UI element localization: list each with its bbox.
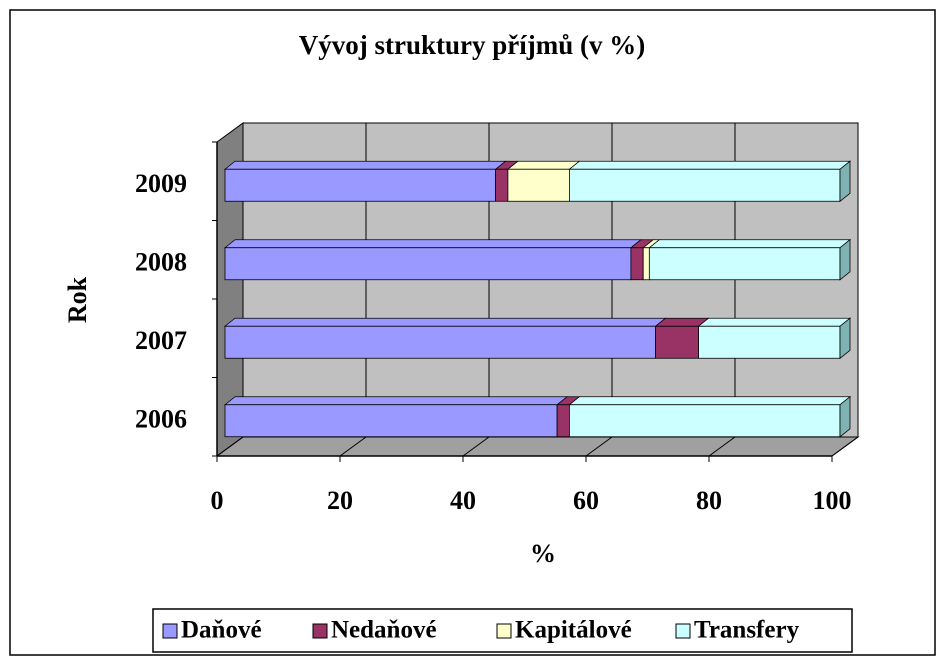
bar [569,404,841,438]
bar-top [223,160,507,170]
bar [224,247,632,281]
x-tick-label: 80 [696,486,722,515]
grid-line [585,436,613,457]
grid-line [216,436,244,457]
bar-side [839,395,851,438]
bar [630,247,644,281]
y-tick-label: 2009 [135,169,187,198]
bar-top [223,239,643,249]
legend-swatch [162,623,178,639]
grid-line [339,436,367,457]
x-axis-label: % [530,539,556,568]
legend-swatch [312,623,328,639]
bar [642,247,650,281]
bar-side [839,317,851,360]
bar [569,168,841,202]
legend-label: Nedaňové [331,617,437,644]
bar [556,404,570,438]
legend-swatch [496,623,512,639]
bar [648,247,841,281]
legend-label: Kapitálové [515,617,632,644]
y-tick-label: 2008 [135,248,187,277]
bar-side [839,238,851,281]
x-tick-label: 40 [450,486,476,515]
grid-line [708,436,736,457]
bar [224,404,558,438]
bar [224,325,656,359]
bar-top [506,160,581,170]
bar [655,325,699,359]
bar [224,168,497,202]
legend-label: Daňové [181,617,262,644]
bar-top [223,396,569,406]
x-tick-label: 0 [211,486,224,515]
x-tick-label: 60 [573,486,599,515]
bar [698,325,841,359]
floor [215,436,860,457]
chart-title: Vývoj struktury příjmů (v %) [299,30,645,60]
y-tick-label: 2006 [135,405,187,434]
x-tick-label: 100 [813,486,852,515]
y-tick-label: 2007 [135,326,187,355]
x-tick-label: 20 [327,486,353,515]
grid-line [831,436,859,457]
bar-side [839,160,851,203]
bar-top [223,317,667,327]
bar [495,168,509,202]
legend-label: Transfery [694,617,800,644]
grid-line [462,436,490,457]
bar [507,168,570,202]
bar-top [568,396,852,406]
y-axis-label: Rok [63,276,92,323]
bar-top [568,160,852,170]
legend-swatch [675,623,691,639]
bar-top [697,317,852,327]
bar-top [648,239,852,249]
